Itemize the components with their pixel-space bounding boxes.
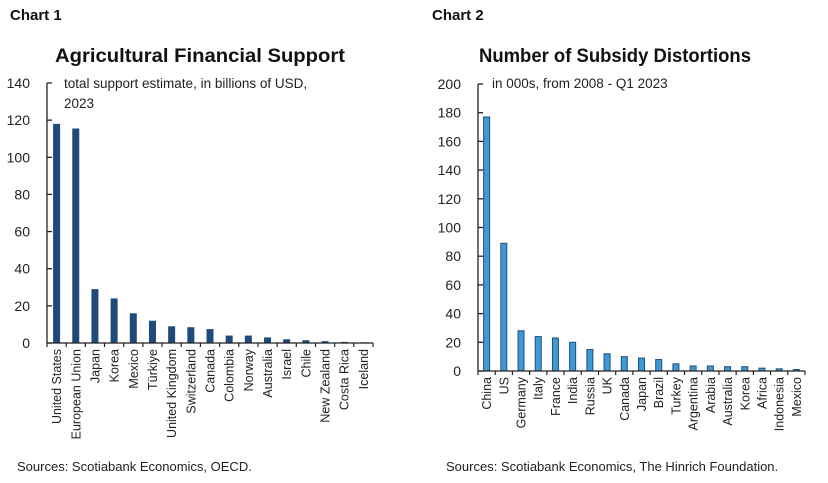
bar	[603, 353, 611, 372]
chart-subtitle: total support estimate, in billions of U…	[64, 76, 307, 91]
x-tick-label: Italy	[532, 376, 546, 400]
x-tick-label: Germany	[515, 376, 529, 428]
bar	[655, 359, 663, 372]
chart-title: Agricultural Financial Support	[55, 46, 346, 67]
bar	[91, 289, 99, 343]
x-tick-label: New Zealand	[319, 349, 333, 423]
bar	[53, 123, 61, 343]
x-tick-label: Mexico	[127, 349, 141, 389]
bar	[534, 336, 542, 372]
x-tick-label: Japan	[635, 377, 649, 411]
chart-subtitle: in 000s, from 2008 - Q1 2023	[492, 76, 668, 91]
y-tick-label: 180	[438, 105, 462, 121]
y-tick-label: 20	[445, 334, 461, 350]
x-tick-label: Africa	[755, 377, 769, 409]
x-tick-label: United Kingdom	[165, 349, 179, 438]
chart-number: Chart 1	[10, 7, 62, 24]
bar	[264, 337, 272, 343]
bar	[706, 365, 714, 372]
x-tick-label: Norway	[242, 348, 256, 391]
y-tick-label: 140	[438, 162, 462, 178]
chart-number: Chart 2	[432, 7, 484, 24]
x-tick-label: Arabia	[704, 377, 718, 413]
bar	[148, 320, 156, 343]
y-tick-label: 0	[453, 363, 461, 379]
bar	[689, 365, 697, 372]
bar	[129, 313, 137, 343]
bar	[110, 298, 118, 343]
chart-title: Number of Subsidy Distortions	[479, 46, 751, 67]
x-tick-label: Chile	[299, 349, 313, 378]
bar	[168, 326, 176, 343]
x-tick-label: United States	[50, 349, 64, 424]
x-tick-label: Colombia	[223, 349, 237, 402]
x-tick-label: Brazil	[652, 377, 666, 408]
bar	[586, 348, 594, 372]
bar	[72, 128, 80, 343]
x-tick-label: Russia	[583, 377, 597, 415]
x-tick-label: Turkey	[669, 376, 683, 414]
y-tick-label: 140	[7, 75, 31, 91]
y-tick-label: 160	[438, 133, 462, 149]
bar	[187, 327, 195, 343]
bar	[569, 341, 577, 372]
chart-subtitle: 2023	[64, 96, 94, 111]
bar	[244, 335, 252, 343]
chart-source: Sources: Scotiabank Economics, OECD.	[17, 459, 252, 474]
y-tick-label: 120	[438, 191, 462, 207]
chart-1: Chart 1 Agricultural Financial Support tot…	[7, 7, 374, 474]
y-tick-label: 20	[14, 298, 30, 314]
y-tick-label: 40	[445, 306, 461, 322]
x-tick-label: Australia	[721, 377, 735, 426]
chart-2: Chart 2 Number of Subsidy Distortions in 0…	[432, 7, 806, 474]
bar	[638, 357, 645, 372]
x-tick-label: Korea	[738, 377, 752, 410]
bar	[302, 340, 310, 343]
x-tick-label: Israel	[280, 349, 294, 380]
x-tick-label: Türkiye	[146, 349, 160, 390]
y-tick-label: 60	[445, 277, 461, 293]
x-tick-label: Argentina	[687, 377, 701, 431]
y-tick-label: 40	[14, 261, 30, 277]
bar	[283, 339, 291, 343]
x-tick-label: Switzerland	[184, 349, 198, 414]
x-tick-label: Costa Rica	[338, 349, 352, 410]
y-tick-label: 200	[438, 76, 462, 92]
bar	[321, 341, 329, 343]
x-tick-label: UK	[601, 376, 615, 394]
x-tick-label: Canada	[204, 349, 218, 393]
bar	[225, 335, 233, 343]
bar	[672, 363, 680, 372]
x-tick-label: China	[480, 377, 494, 410]
bar	[517, 330, 525, 372]
x-tick-label: European Union	[69, 349, 83, 439]
y-tick-label: 100	[438, 220, 462, 236]
y-tick-label: 100	[7, 149, 31, 165]
y-tick-label: 0	[22, 335, 30, 351]
x-tick-label: France	[549, 377, 563, 416]
x-tick-label: Australia	[261, 349, 275, 398]
chart-source: Sources: Scotiabank Economics, The Hinri…	[446, 459, 778, 474]
x-tick-label: India	[566, 377, 580, 404]
x-tick-label: Indonesia	[773, 377, 787, 431]
x-tick-label: US	[497, 377, 511, 394]
x-tick-label: Iceland	[357, 349, 371, 389]
bar	[483, 116, 491, 372]
bar	[551, 337, 559, 372]
y-tick-label: 120	[7, 112, 31, 128]
x-tick-label: Japan	[88, 349, 102, 383]
x-tick-label: Korea	[108, 349, 122, 382]
y-tick-label: 60	[14, 224, 30, 240]
x-tick-label: Canada	[618, 377, 632, 421]
bar	[500, 242, 508, 372]
x-tick-label: Mexico	[790, 377, 804, 417]
y-tick-label: 80	[14, 186, 30, 202]
bar	[206, 329, 214, 343]
bar	[620, 356, 628, 372]
y-tick-label: 80	[445, 248, 461, 264]
